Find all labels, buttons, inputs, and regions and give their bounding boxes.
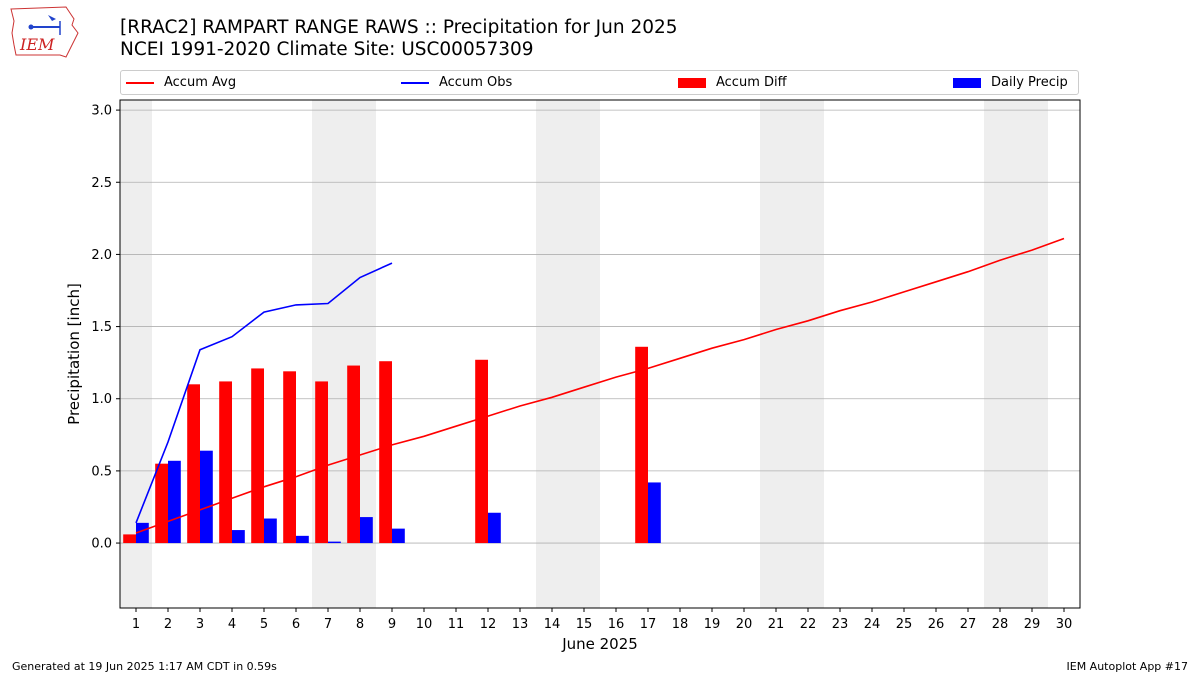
daily-precip-bar [360, 517, 373, 544]
accum-diff-bar [635, 346, 648, 544]
daily-precip-bar [392, 528, 405, 544]
accum-diff-bar [155, 463, 168, 544]
x-tick-label: 22 [800, 617, 817, 632]
chart-subtitle: NCEI 1991-2020 Climate Site: USC00057309 [120, 39, 534, 60]
x-tick-label: 8 [356, 617, 364, 632]
accum-diff-bar [283, 371, 296, 544]
logo-text: IEM [19, 35, 55, 54]
daily-precip-bar [232, 530, 245, 544]
footer-generated: Generated at 19 Jun 2025 1:17 AM CDT in … [12, 660, 277, 673]
x-tick-label: 13 [512, 617, 529, 632]
y-tick-label: 2.5 [91, 176, 112, 191]
weekend-shade-4 [984, 100, 1048, 608]
x-tick-label: 7 [324, 617, 332, 632]
x-tick-label: 15 [576, 617, 593, 632]
iowa-outline-icon [10, 6, 79, 58]
daily-precip-bar [328, 541, 341, 544]
x-tick-label: 14 [544, 617, 561, 632]
daily-precip-bar [136, 522, 149, 544]
y-tick-label: 0.5 [91, 464, 112, 479]
y-tick-label: 2.0 [91, 248, 112, 263]
legend-label-daily-precip: Daily Precip [991, 75, 1068, 90]
x-tick-label: 2 [164, 617, 172, 632]
daily-precip-bar [296, 535, 309, 544]
legend-item-accum-obs: Accum Obs [401, 71, 512, 94]
bars [123, 346, 661, 544]
x-tick-label: 18 [672, 617, 689, 632]
weekend-shade-3 [760, 100, 824, 608]
x-tick-label: 29 [1024, 617, 1041, 632]
x-tick-label: 26 [928, 617, 945, 632]
daily-precip-bar [264, 518, 277, 544]
accum-diff-bar [187, 384, 200, 544]
x-tick-label: 27 [960, 617, 977, 632]
x-tick-label: 30 [1056, 617, 1073, 632]
accum-obs-line [135, 262, 393, 524]
x-tick-label: 9 [388, 617, 396, 632]
daily-precip-bar [488, 512, 501, 544]
y-tick-label: 1.5 [91, 320, 112, 335]
x-tick-label: 12 [480, 617, 497, 632]
gridlines [120, 109, 1080, 544]
x-tick-label: 4 [228, 617, 236, 632]
accum-diff-bar [251, 368, 264, 544]
x-tick-label: 3 [196, 617, 204, 632]
x-tick-label: 11 [448, 617, 465, 632]
x-tick-label: 28 [992, 617, 1009, 632]
legend-swatch-daily-precip [953, 77, 981, 88]
accum-diff-bar [347, 365, 360, 544]
y-tick-label: 0.0 [91, 537, 112, 552]
accum-diff-bar [315, 381, 328, 544]
accum-diff-bar [219, 381, 232, 544]
footer-app: IEM Autoplot App #17 [1066, 660, 1189, 673]
x-axis-label: June 2025 [561, 635, 638, 653]
legend-swatch-accum-obs [401, 81, 429, 84]
legend-item-accum-avg: Accum Avg [126, 71, 236, 94]
x-tick-label: 23 [832, 617, 849, 632]
daily-precip-bar [168, 460, 181, 544]
legend-swatch-accum-diff [678, 77, 706, 88]
y-axis-label: Precipitation [inch] [65, 283, 83, 425]
x-tick-label: 6 [292, 617, 300, 632]
legend-item-accum-diff: Accum Diff [678, 71, 787, 94]
x-tick-label: 25 [896, 617, 913, 632]
x-tick-label: 10 [416, 617, 433, 632]
chart-legend: Accum Avg Accum Obs Accum Diff Daily Pre… [120, 70, 1079, 95]
x-tick-label: 24 [864, 617, 881, 632]
x-tick-label: 1 [132, 617, 140, 632]
axes: 0.00.51.01.52.02.53.01 2 3 4 5 6 7 8 9 10 11 12 13 14… [91, 104, 1072, 632]
lines [135, 237, 1065, 534]
daily-precip-bar [200, 450, 213, 544]
x-tick-label: 16 [608, 617, 625, 632]
x-tick-label: 5 [260, 617, 268, 632]
x-tick-label: 21 [768, 617, 785, 632]
y-tick-label: 1.0 [91, 392, 112, 407]
x-tick-label: 20 [736, 617, 753, 632]
plot-frame [119, 99, 1081, 609]
legend-item-daily-precip: Daily Precip [953, 71, 1068, 94]
weather-icon-vane [48, 15, 56, 21]
chart-title: [RRAC2] RAMPART RANGE RAWS :: Precipitat… [120, 17, 678, 38]
weekend-shade-2 [536, 100, 600, 608]
legend-label-accum-avg: Accum Avg [164, 75, 237, 90]
daily-precip-bar [648, 482, 661, 544]
legend-swatch-accum-avg [126, 81, 154, 84]
accum-diff-bar [123, 534, 136, 544]
y-tick-label: 3.0 [91, 104, 112, 119]
weather-icon-dot [28, 24, 34, 30]
accum-diff-bar [379, 361, 392, 544]
legend-label-accum-obs: Accum Obs [439, 75, 513, 90]
iem-logo: IEM [10, 6, 79, 58]
x-tick-label: 17 [640, 617, 657, 632]
legend-label-accum-diff: Accum Diff [716, 75, 787, 90]
x-tick-label: 19 [704, 617, 721, 632]
accum-avg-line [135, 237, 1065, 534]
accum-diff-bar [475, 359, 488, 544]
